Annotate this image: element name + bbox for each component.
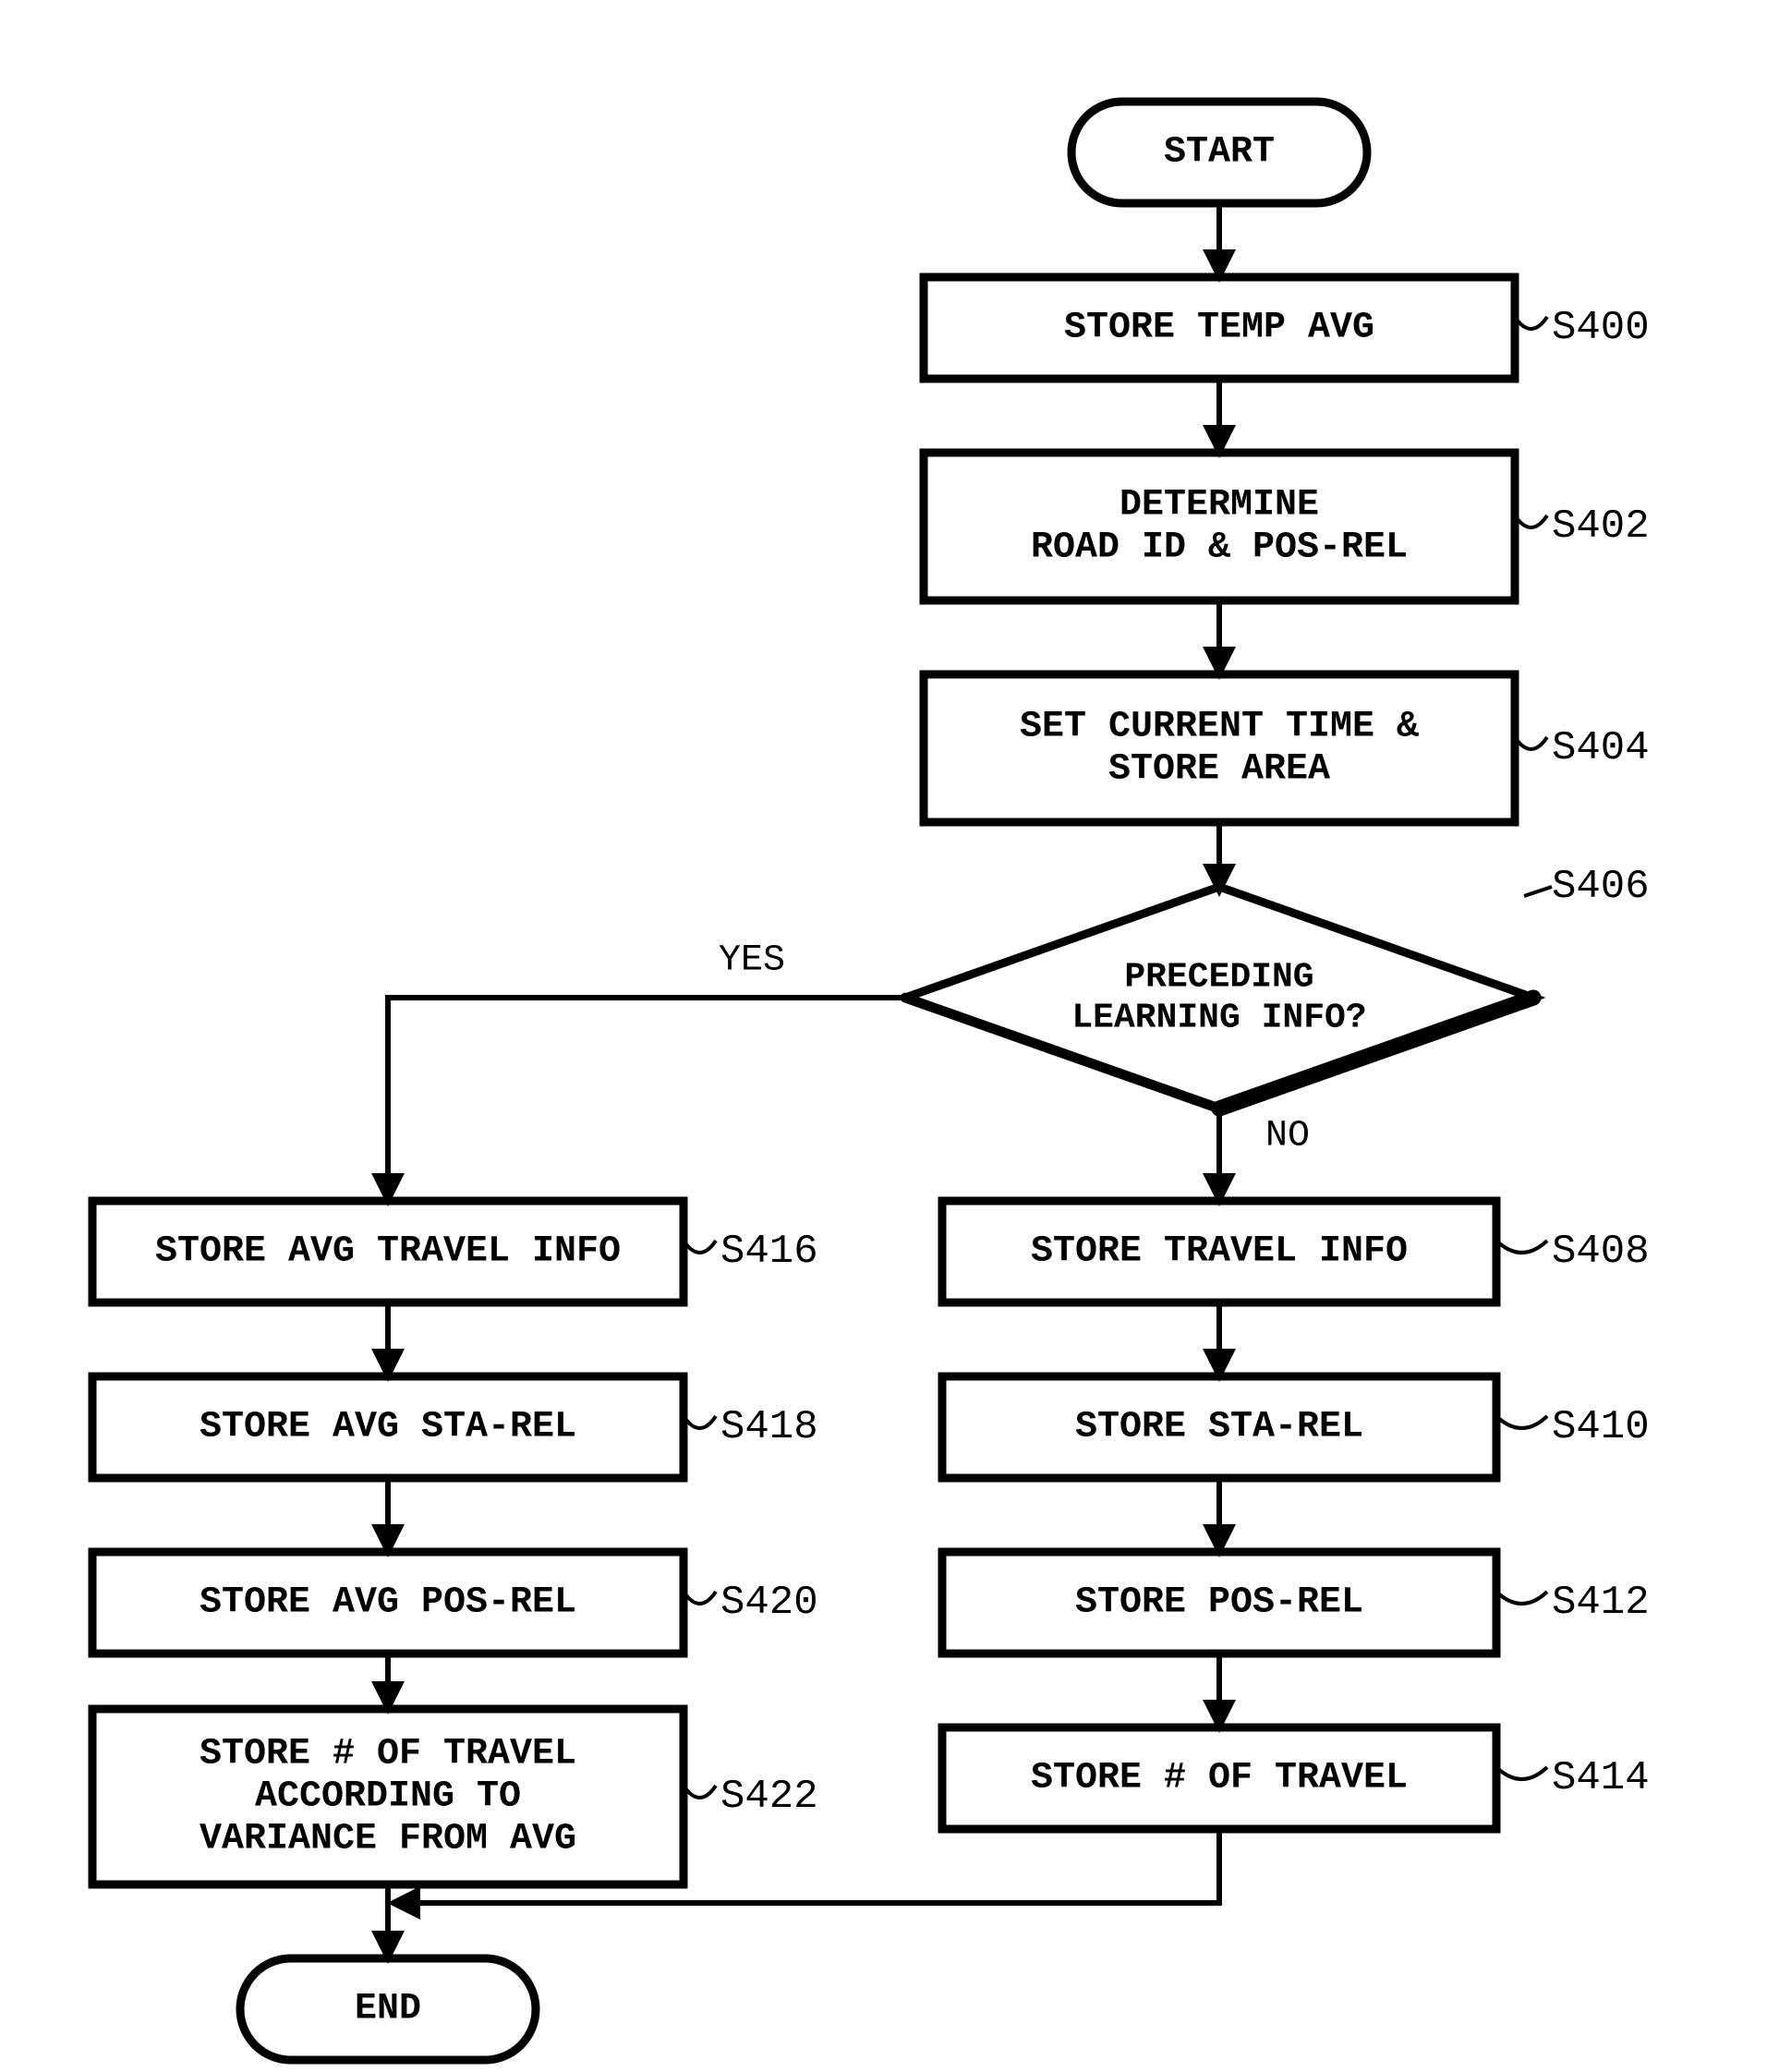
step-label-s402: S402	[1552, 503, 1650, 550]
label-tick-9	[684, 1416, 716, 1428]
step-label-s400: S400	[1552, 305, 1650, 351]
svg-text:ACCORDING TO: ACCORDING TO	[255, 1776, 521, 1818]
label-tick-8	[684, 1241, 716, 1253]
svg-text:STORE STA-REL: STORE STA-REL	[1075, 1407, 1363, 1448]
svg-text:LEARNING INFO?: LEARNING INFO?	[1071, 998, 1366, 1037]
step-label-s418: S418	[720, 1404, 818, 1450]
svg-text:END: END	[355, 1989, 421, 2030]
svg-text:STORE AVG POS-REL: STORE AVG POS-REL	[200, 1582, 576, 1624]
step-label-s416: S416	[720, 1229, 818, 1275]
step-label-s408: S408	[1552, 1229, 1650, 1275]
label-tick-6	[1496, 1592, 1547, 1604]
step-label-s404: S404	[1552, 725, 1650, 771]
step-label-s406: S406	[1552, 864, 1650, 910]
connector-0	[388, 998, 905, 1201]
svg-text:STORE # OF TRAVEL: STORE # OF TRAVEL	[1031, 1758, 1408, 1799]
svg-text:DETERMINE: DETERMINE	[1119, 485, 1319, 527]
label-tick-1	[1515, 515, 1547, 527]
step-label-s422: S422	[720, 1774, 818, 1820]
branch-yes: YES	[719, 940, 785, 982]
svg-text:STORE AREA: STORE AREA	[1108, 749, 1330, 791]
svg-text:PRECEDING: PRECEDING	[1124, 958, 1313, 998]
svg-text:SET CURRENT TIME &: SET CURRENT TIME &	[1020, 707, 1419, 748]
svg-text:STORE AVG STA-REL: STORE AVG STA-REL	[200, 1407, 576, 1448]
label-tick-2	[1515, 737, 1547, 749]
svg-text:ROAD ID & POS-REL: ROAD ID & POS-REL	[1031, 527, 1408, 569]
branch-no: NO	[1265, 1116, 1310, 1157]
svg-text:VARIANCE FROM AVG: VARIANCE FROM AVG	[200, 1819, 576, 1860]
step-label-s420: S420	[720, 1580, 818, 1626]
label-tick-11	[684, 1786, 716, 1798]
step-label-s410: S410	[1552, 1404, 1650, 1450]
label-tick-7	[1496, 1767, 1547, 1779]
label-tick-0	[1515, 317, 1547, 329]
svg-text:STORE TEMP AVG: STORE TEMP AVG	[1064, 308, 1374, 349]
svg-text:STORE # OF TRAVEL: STORE # OF TRAVEL	[200, 1734, 576, 1775]
step-label-s414: S414	[1552, 1755, 1650, 1801]
svg-text:START: START	[1164, 132, 1275, 174]
step-label-s412: S412	[1552, 1580, 1650, 1626]
label-tick-3	[1524, 887, 1552, 896]
label-tick-5	[1496, 1416, 1547, 1428]
label-tick-4	[1496, 1241, 1547, 1253]
svg-text:STORE TRAVEL INFO: STORE TRAVEL INFO	[1031, 1231, 1408, 1273]
svg-text:STORE AVG TRAVEL INFO: STORE AVG TRAVEL INFO	[155, 1231, 621, 1273]
label-tick-10	[684, 1592, 716, 1604]
svg-text:STORE POS-REL: STORE POS-REL	[1075, 1582, 1363, 1624]
